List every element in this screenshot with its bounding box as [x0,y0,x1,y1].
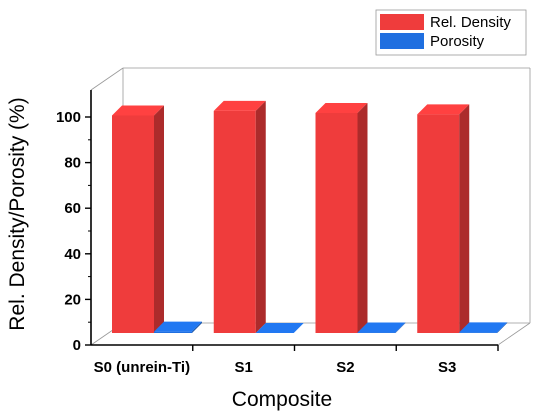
bar-porosity-0 [154,321,202,333]
legend-label: Rel. Density [430,14,511,31]
x-tick-label: S3 [438,359,456,376]
chart-axes: 0 20 40 60 80 100 S0 (unrein-Ti) S1 S2 S3 [56,90,499,376]
bar-side [192,321,202,333]
bar-density-0 [112,105,164,334]
bar-porosity-2 [357,322,406,333]
bar-side [497,322,508,333]
chart-legend: Rel. Density Porosity [375,9,527,56]
bar-top [154,321,202,332]
bar-top [417,104,470,115]
bar-side [255,100,266,334]
bar-top [112,105,164,116]
bar-top [315,102,368,113]
bar-front [154,331,192,333]
bar-porosity-3 [459,322,508,333]
x-tick-label: S2 [336,359,354,376]
bar-side [459,104,470,333]
bar-front [315,112,358,333]
legend-label: Porosity [430,33,485,50]
bar-top [357,322,406,333]
bar-density-2 [315,102,368,333]
chart-bars [112,100,508,334]
bar-front [112,115,154,334]
x-tick-label: S0 (unrein-Ti) [94,359,190,376]
bar-density-1 [213,100,266,334]
bar-porosity-1 [255,323,304,333]
bar-side [395,322,406,333]
wall-top-left-edge [90,67,124,91]
y-tick-label: 100 [56,109,81,126]
bar-side [357,102,368,333]
bar-top [255,323,304,333]
bar-front [417,114,460,333]
bar-front [213,110,256,334]
legend-swatch [380,33,424,49]
y-tick-label: 40 [64,246,81,263]
floor-right-edge [497,322,531,346]
bar-top [213,100,266,111]
y-axis-title: Rel. Density/Porosity (%) [6,97,29,330]
bar-top [459,322,508,333]
y-tick-label: 0 [73,337,81,354]
y-tick-label: 80 [64,155,81,172]
bar-front [459,332,498,333]
y-tick-label: 60 [64,200,81,217]
bar-density-3 [417,104,470,333]
x-axis-title: Composite [232,388,332,411]
legend-swatch [380,14,424,30]
bar-side [154,105,164,334]
y-tick-label: 20 [64,291,81,308]
x-tick-label: S1 [234,359,252,376]
